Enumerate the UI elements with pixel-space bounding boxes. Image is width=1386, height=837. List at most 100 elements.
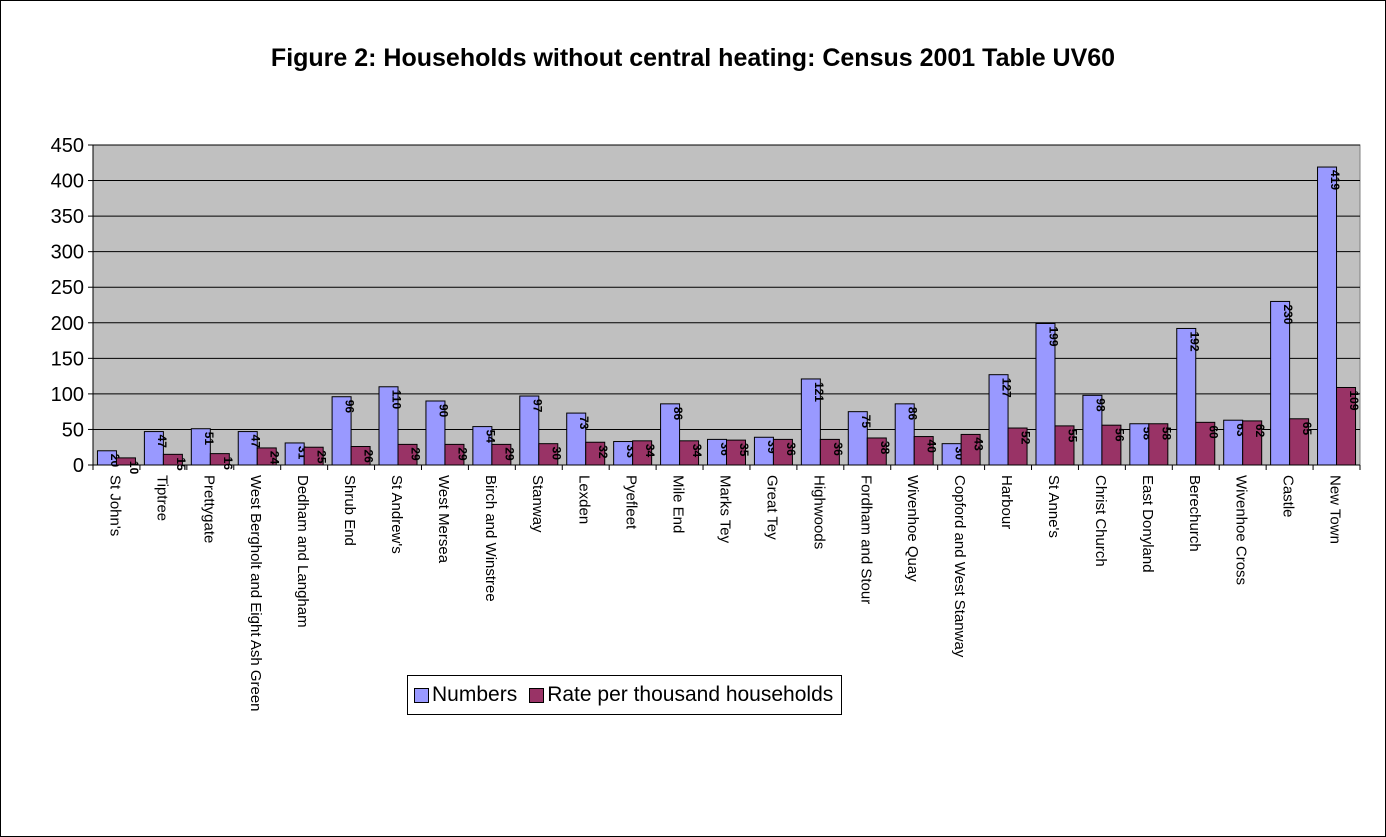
data-label-numbers: 110 xyxy=(390,390,404,410)
bar-rate xyxy=(772,438,793,466)
x-category-label: Great Tey xyxy=(763,475,780,540)
data-label-numbers: 96 xyxy=(343,400,357,414)
bar-rate xyxy=(209,453,230,466)
data-label-numbers: 75 xyxy=(859,415,873,429)
data-label-rate: 60 xyxy=(1206,425,1220,439)
data-label-numbers: 86 xyxy=(906,407,920,421)
data-label-rate: 16 xyxy=(221,457,235,471)
data-label-rate: 15 xyxy=(174,457,188,471)
bar-rate xyxy=(960,433,981,466)
y-tick-label: 400 xyxy=(51,171,84,193)
data-label-numbers: 73 xyxy=(577,416,591,430)
bar-rate xyxy=(1007,427,1028,466)
data-label-rate: 65 xyxy=(1300,422,1314,436)
y-tick-label: 200 xyxy=(51,313,84,335)
data-label-rate: 38 xyxy=(878,441,892,455)
x-category-label: Shrub End xyxy=(341,475,358,546)
data-label-numbers: 121 xyxy=(812,382,826,402)
data-label-numbers: 47 xyxy=(249,435,263,449)
bar-numbers xyxy=(378,386,399,466)
bar-rate xyxy=(397,443,418,466)
legend-swatch-rate xyxy=(529,687,545,703)
data-label-rate: 29 xyxy=(455,447,469,461)
data-label-numbers: 419 xyxy=(1328,170,1342,190)
data-label-numbers: 86 xyxy=(671,407,685,421)
bar-numbers xyxy=(425,400,446,466)
data-label-numbers: 51 xyxy=(202,432,216,446)
bar-rate xyxy=(1242,420,1263,466)
bar-numbers xyxy=(800,378,821,466)
bar-numbers xyxy=(190,428,211,466)
plot-area xyxy=(92,144,1361,466)
data-label-rate: 29 xyxy=(502,447,516,461)
x-category-label: Pyefleet xyxy=(623,475,640,530)
bar-numbers xyxy=(1270,300,1291,466)
x-category-label: Prettygate xyxy=(200,475,217,543)
bar-rate xyxy=(491,443,512,466)
bar-numbers xyxy=(519,395,540,466)
legend-swatch-numbers xyxy=(414,687,429,703)
y-tick-label: 0 xyxy=(73,455,84,477)
legend-label-numbers: Numbers xyxy=(432,683,518,706)
data-label-numbers: 47 xyxy=(155,435,169,449)
x-category-label: St Anne's xyxy=(1045,475,1062,538)
bar-rate xyxy=(1101,424,1122,466)
x-category-label: St Andrew's xyxy=(388,475,405,554)
data-label-rate: 10 xyxy=(127,461,141,475)
legend-item-numbers: Numbers xyxy=(414,683,517,707)
data-label-rate: 30 xyxy=(549,447,563,461)
bar-rate xyxy=(256,447,277,466)
bar-rate xyxy=(632,440,653,466)
bar-rate xyxy=(679,440,700,466)
data-label-rate: 56 xyxy=(1112,428,1126,442)
y-tick-label: 350 xyxy=(51,206,84,228)
y-tick-label: 450 xyxy=(51,135,84,157)
x-category-label: St John's xyxy=(106,475,123,536)
data-label-rate: 58 xyxy=(1159,427,1173,441)
y-tick-label: 100 xyxy=(51,384,84,406)
bar-rate xyxy=(162,453,183,466)
bar-numbers xyxy=(566,412,587,466)
data-label-rate: 40 xyxy=(925,440,939,454)
bar-numbers xyxy=(331,396,352,466)
bar-rate xyxy=(913,436,934,466)
data-label-rate: 36 xyxy=(784,442,798,456)
y-tick-label: 300 xyxy=(51,242,84,264)
x-category-label: Mile End xyxy=(670,475,687,533)
data-label-rate: 25 xyxy=(315,450,329,464)
bar-numbers xyxy=(894,403,915,466)
bar-rate xyxy=(1195,421,1216,466)
bar-numbers xyxy=(143,431,164,466)
y-tick-label: 50 xyxy=(62,419,84,441)
data-label-numbers: 199 xyxy=(1046,326,1060,346)
legend-item-rate: Rate per thousand households xyxy=(529,683,833,707)
x-category-label: Marks Tey xyxy=(717,475,734,544)
data-label-rate: 62 xyxy=(1253,424,1267,438)
bar-numbers xyxy=(1035,322,1056,466)
legend-label-rate: Rate per thousand households xyxy=(547,683,834,706)
bar-rate xyxy=(1054,425,1075,466)
x-category-label: Birch and Winstree xyxy=(482,475,499,602)
bar-rate xyxy=(1148,423,1169,466)
x-category-label: West Bergholt and Eight Ash Green xyxy=(247,475,264,712)
bar-numbers xyxy=(988,374,1009,466)
chart-legend: Numbers Rate per thousand households xyxy=(407,675,843,715)
bar-rate xyxy=(1289,418,1310,466)
data-label-numbers: 90 xyxy=(436,404,450,418)
bar-rate xyxy=(726,439,746,466)
data-label-rate: 24 xyxy=(268,451,282,465)
data-label-rate: 26 xyxy=(362,450,376,464)
bar-rate xyxy=(538,443,559,466)
y-tick-label: 250 xyxy=(51,277,84,299)
data-label-rate: 32 xyxy=(596,445,610,459)
data-label-rate: 43 xyxy=(972,437,986,451)
data-label-numbers: 54 xyxy=(483,430,497,444)
data-label-rate: 52 xyxy=(1019,431,1033,445)
bar-rate xyxy=(115,457,136,466)
x-category-label: Lexden xyxy=(576,475,593,524)
x-category-label: Dedham and Langham xyxy=(294,475,311,628)
y-tick-label: 150 xyxy=(51,348,84,370)
x-category-label: Fordham and Stour xyxy=(857,475,874,604)
x-category-label: Berechurch xyxy=(1186,475,1203,552)
data-label-rate: 34 xyxy=(690,444,704,458)
